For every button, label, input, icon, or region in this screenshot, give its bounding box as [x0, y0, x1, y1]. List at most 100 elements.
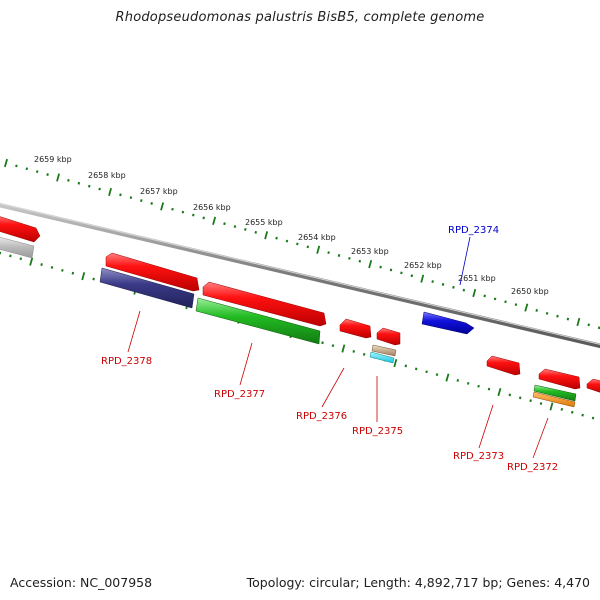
gene-feature-green[interactable]: [533, 384, 577, 402]
minor-tick: [71, 271, 75, 275]
minor-tick: [150, 202, 153, 205]
major-tick: [549, 402, 554, 411]
minor-tick: [560, 407, 564, 411]
gene-feature-red[interactable]: [538, 368, 581, 390]
outer-scale-ring: [4, 158, 600, 330]
gene-feature-cyan[interactable]: [369, 351, 395, 364]
minor-tick: [483, 294, 486, 298]
gene-feature-red[interactable]: [486, 355, 521, 376]
minor-tick: [425, 370, 428, 374]
minor-tick: [591, 416, 595, 420]
minor-tick: [348, 256, 351, 260]
minor-tick: [597, 326, 600, 330]
minor-tick: [77, 181, 81, 185]
minor-tick: [181, 210, 185, 214]
gene-feature-red[interactable]: [339, 318, 372, 339]
map-title: Rhodopseudomonas palustris BisB5, comple…: [115, 10, 485, 25]
major-tick: [420, 274, 425, 283]
kbp-label-group: 2659 kbp 2658 kbp 2657 kbp 2656 kbp 2655…: [34, 155, 549, 296]
kbp-label: 2651 kbp: [458, 274, 496, 283]
minor-tick: [19, 257, 23, 261]
major-tick: [316, 245, 321, 254]
minor-tick: [306, 245, 310, 249]
minor-tick: [331, 344, 335, 348]
leader-line: [127, 310, 141, 353]
gene-feature-red[interactable]: [586, 378, 600, 394]
kbp-label: 2658 kbp: [88, 171, 126, 180]
minor-tick: [389, 268, 393, 272]
gene-leader-lines: [127, 236, 549, 459]
minor-tick: [192, 213, 195, 217]
minor-tick: [233, 225, 237, 228]
minor-tick: [35, 170, 39, 174]
minor-tick: [400, 271, 403, 275]
minor-tick: [9, 254, 12, 258]
kbp-label: 2657 kbp: [140, 187, 178, 196]
minor-tick: [435, 373, 439, 377]
minor-tick: [25, 167, 29, 171]
minor-tick: [171, 207, 174, 211]
gene-feature-navy[interactable]: [99, 267, 195, 309]
minor-tick: [358, 259, 362, 263]
minor-tick: [129, 196, 133, 200]
minor-tick: [87, 184, 91, 188]
major-tick: [212, 216, 217, 225]
minor-tick: [98, 187, 101, 191]
gene-feature-orange[interactable]: [532, 391, 576, 408]
gene-label-rpd-2373[interactable]: RPD_2373: [453, 451, 504, 462]
gene-feature-green[interactable]: [195, 297, 321, 345]
leader-line: [478, 404, 494, 449]
gene-label-rpd-2378[interactable]: RPD_2378: [101, 356, 152, 367]
minor-tick: [404, 364, 408, 368]
minor-tick: [529, 399, 532, 403]
minor-tick: [452, 285, 455, 289]
gene-label-rpd-2376[interactable]: RPD_2376: [296, 411, 347, 422]
leader-line: [459, 236, 471, 286]
gene-labels: RPD_2378 RPD_2377 RPD_2376 RPD_2375 RPD_…: [101, 225, 558, 473]
genome-summary-text: Topology: circular; Length: 4,892,717 bp…: [246, 575, 590, 590]
minor-tick: [119, 193, 122, 197]
minor-tick: [362, 352, 366, 356]
minor-tick: [379, 265, 382, 269]
major-tick: [264, 231, 269, 240]
gene-label-rpd-2372[interactable]: RPD_2372: [507, 462, 558, 473]
gene-feature-tan[interactable]: [371, 344, 397, 357]
gene-feature-blue[interactable]: [421, 311, 475, 335]
major-tick: [393, 358, 398, 368]
minor-tick: [92, 277, 95, 281]
gene-feature-gray[interactable]: [0, 236, 35, 259]
major-tick: [81, 272, 86, 281]
minor-tick: [337, 254, 341, 257]
minor-tick: [61, 268, 64, 272]
minor-tick: [254, 230, 258, 234]
genome-backbone: [0, 202, 600, 349]
gene-label-rpd-2377[interactable]: RPD_2377: [214, 389, 265, 400]
major-tick: [160, 202, 165, 211]
minor-tick: [545, 311, 549, 315]
minor-tick: [581, 413, 584, 417]
kbp-label: 2650 kbp: [511, 287, 549, 296]
gene-label-rpd-2374[interactable]: RPD_2374: [448, 225, 499, 236]
minor-tick: [566, 317, 570, 321]
kbp-label: 2652 kbp: [404, 261, 442, 270]
minor-tick: [410, 274, 414, 278]
gene-feature-red[interactable]: [376, 327, 401, 346]
gene-feature-red[interactable]: [105, 252, 200, 292]
minor-tick: [296, 242, 299, 246]
minor-tick: [556, 314, 559, 318]
kbp-label: 2653 kbp: [351, 247, 389, 256]
gene-label-rpd-2375[interactable]: RPD_2375: [352, 426, 403, 437]
major-tick: [56, 173, 60, 182]
minor-tick: [244, 228, 247, 231]
minor-tick: [514, 303, 518, 307]
minor-tick: [466, 381, 470, 385]
kbp-label: 2656 kbp: [193, 203, 231, 212]
gene-feature-red[interactable]: [202, 281, 327, 327]
major-tick: [524, 303, 529, 312]
minor-tick: [285, 239, 289, 243]
minor-tick: [508, 393, 512, 397]
minor-tick: [275, 236, 278, 240]
gene-feature-red[interactable]: [0, 215, 41, 243]
minor-tick: [587, 323, 591, 327]
minor-tick: [535, 309, 538, 312]
